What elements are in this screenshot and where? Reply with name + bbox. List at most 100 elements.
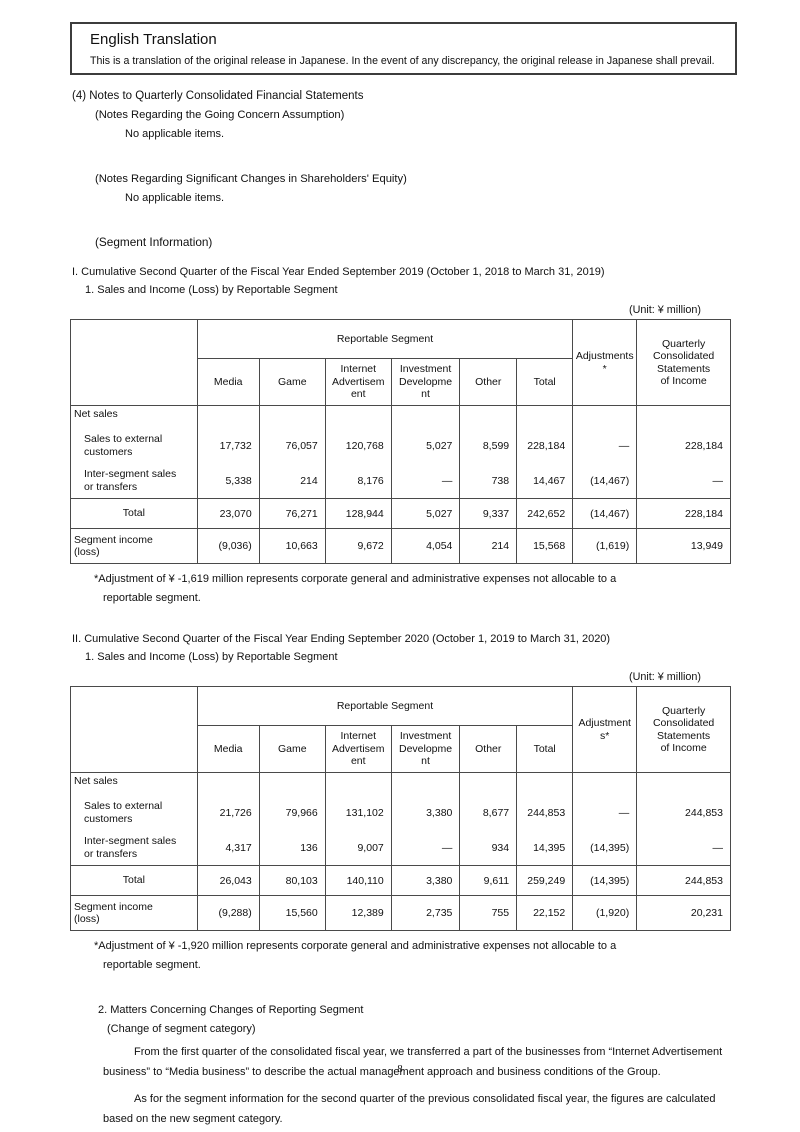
footnote-line-1: *Adjustment of ¥ -1,920 million represen… [94, 940, 617, 952]
cell-value [258, 405, 326, 428]
segment-column-header: Other [459, 358, 518, 406]
cell-value [258, 772, 326, 795]
table-row-group: Net sales [70, 772, 731, 795]
translation-title: English Translation [90, 31, 217, 48]
segment-column-header: Media [196, 725, 260, 773]
cell-value: 136 [258, 830, 326, 866]
section-fy2020: II. Cumulative Second Quarter of the Fis… [70, 633, 737, 971]
cell-value: 244,853 [636, 795, 731, 830]
cell-value: (14,467) [572, 498, 638, 529]
cell-value: — [572, 795, 638, 830]
table-row-group: Net sales [70, 405, 731, 428]
row-label: Inter-segment sales or transfers [70, 830, 198, 866]
quarterly-statements-header: Quarterly Consolidated Statements of Inc… [636, 319, 731, 406]
cell-value: 8,176 [324, 463, 392, 499]
cell-value: 214 [258, 463, 326, 499]
cell-value: 9,611 [459, 865, 518, 896]
matters-subheading: (Change of segment category) [107, 1023, 256, 1035]
cell-value [572, 405, 638, 428]
cell-value: 244,853 [516, 795, 574, 830]
cell-value: 244,853 [636, 865, 731, 896]
footnote-line-2: reportable segment. [103, 959, 201, 971]
cell-value: (1,920) [572, 895, 638, 931]
cell-value [390, 772, 461, 795]
row-label: Segment income (loss) [70, 895, 198, 931]
row-label: Segment income (loss) [70, 528, 198, 564]
cell-value: 5,027 [390, 498, 461, 529]
row-label: Total [70, 865, 198, 896]
table-row-sub: Inter-segment sales or transfers 5,338 214… [70, 463, 731, 499]
cell-value: (9,288) [196, 895, 260, 931]
cell-value: (14,467) [572, 463, 638, 499]
footnote-2020: *Adjustment of ¥ -1,920 million represen… [70, 940, 737, 971]
row-label: Sales to external customers [70, 428, 198, 463]
segment-column-header: Other [459, 725, 518, 773]
cell-value: 4,317 [196, 830, 260, 866]
segment-table-2020-container: Reportable Segment Adjustment s* Quarterly… [70, 686, 737, 931]
unit-label: (Unit: ¥ million) [629, 671, 701, 683]
shareholders-equity-title: (Notes Regarding Significant Changes in … [95, 173, 407, 185]
cell-value: (9,036) [196, 528, 260, 564]
cell-value [636, 772, 731, 795]
segment-column-header: Internet Advertisem ent [324, 725, 392, 773]
cell-value: — [390, 463, 461, 499]
cell-value [459, 772, 518, 795]
cell-value: 120,768 [324, 428, 392, 463]
segment-table-2019-container: Reportable Segment Adjustments * Quarterly… [70, 319, 737, 564]
row-label: Total [70, 498, 198, 529]
segment-column-header: Total [516, 725, 574, 773]
cell-value [516, 772, 574, 795]
cell-value: 228,184 [636, 498, 731, 529]
cell-value: 4,054 [390, 528, 461, 564]
cell-value: 76,057 [258, 428, 326, 463]
cell-value: 8,599 [459, 428, 518, 463]
cell-value: 259,249 [516, 865, 574, 896]
segment-table: Reportable Segment Adjustment s* Quarterly… [70, 686, 731, 931]
cell-value [572, 772, 638, 795]
cell-value: 26,043 [196, 865, 260, 896]
cell-value: 140,110 [324, 865, 392, 896]
cell-value: (14,395) [572, 830, 638, 866]
cell-value [324, 772, 392, 795]
row-label: Net sales [70, 405, 198, 428]
adjustments-header: Adjustment s* [572, 686, 638, 773]
table-row-total: Total 26,043 80,103 140,110 3,380 9,611 259,24… [70, 865, 731, 896]
adjustments-header: Adjustments * [572, 319, 638, 406]
cell-value: 5,027 [390, 428, 461, 463]
segment-column-header: Media [196, 358, 260, 406]
cell-value: 14,467 [516, 463, 574, 499]
cell-value: 15,560 [258, 895, 326, 931]
cell-value: 9,007 [324, 830, 392, 866]
row-label: Net sales [70, 772, 198, 795]
cell-value: 13,949 [636, 528, 731, 564]
page-number: 8 [397, 1063, 403, 1075]
cell-value: (14,395) [572, 865, 638, 896]
cell-value [324, 405, 392, 428]
section-1-heading: I. Cumulative Second Quarter of the Fisc… [72, 266, 605, 278]
cell-value: 80,103 [258, 865, 326, 896]
cell-value [196, 772, 260, 795]
footnote-line-1: *Adjustment of ¥ -1,619 million represen… [94, 573, 617, 585]
footnote-2019: *Adjustment of ¥ -1,619 million represen… [70, 573, 737, 604]
going-concern-body: No applicable items. [125, 128, 225, 140]
table-header-row-1: Reportable Segment Adjustments * Quarterly… [70, 319, 731, 406]
cell-value: 21,726 [196, 795, 260, 830]
section-2-heading: II. Cumulative Second Quarter of the Fis… [72, 633, 611, 645]
cell-value: 8,677 [459, 795, 518, 830]
table-row-sub: Sales to external customers 17,732 76,057 1… [70, 428, 731, 463]
cell-value: 3,380 [390, 865, 461, 896]
cell-value: 20,231 [636, 895, 731, 931]
matters-paragraph-1: From the first quarter of the consolidat… [103, 1046, 723, 1078]
shareholders-equity-body: No applicable items. [125, 192, 225, 204]
table-header-row-1: Reportable Segment Adjustment s* Quarterly… [70, 686, 731, 773]
corner-cell [70, 319, 198, 406]
cell-value: 76,271 [258, 498, 326, 529]
table-row-sub: Inter-segment sales or transfers 4,317 136… [70, 830, 731, 866]
cell-value: 2,735 [390, 895, 461, 931]
cell-value [636, 405, 731, 428]
cell-value: 131,102 [324, 795, 392, 830]
cell-value: 755 [459, 895, 518, 931]
cell-value [196, 405, 260, 428]
footnote-line-2: reportable segment. [103, 592, 201, 604]
corner-cell [70, 686, 198, 773]
